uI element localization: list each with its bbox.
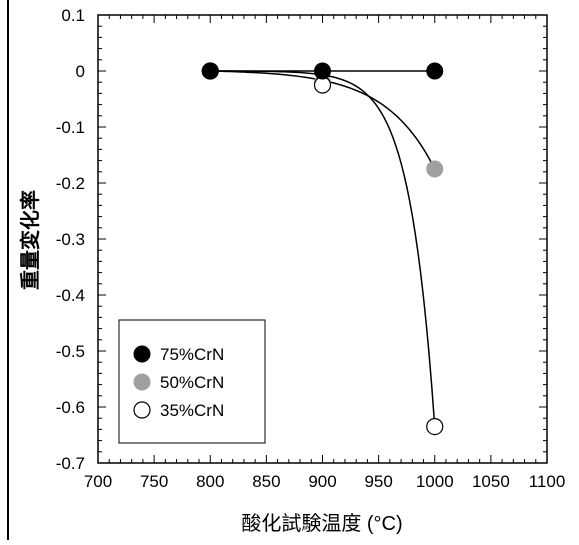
data-point-50%CrN (426, 160, 444, 178)
left-border-line (7, 0, 9, 540)
x-tick-label: 750 (140, 472, 168, 491)
y-tick-label: -0.5 (56, 342, 85, 361)
y-tick-label: -0.4 (56, 286, 85, 305)
data-point-75%CrN (426, 62, 444, 80)
legend-label: 35%CrN (160, 401, 224, 420)
x-tick-label: 850 (252, 472, 280, 491)
y-tick-label: 0 (76, 62, 85, 81)
x-tick-label: 900 (308, 472, 336, 491)
legend-marker (133, 401, 151, 419)
data-markers (201, 62, 444, 436)
x-tick-label: 700 (84, 472, 112, 491)
y-tick-label: -0.2 (56, 174, 85, 193)
data-point-75%CrN (201, 62, 219, 80)
x-axis-label: 酸化試験温度 (°C) (241, 512, 402, 535)
data-point-75%CrN (314, 62, 331, 80)
legend-label: 75%CrN (160, 345, 224, 364)
y-axis-tick-labels: 0.1 0 -0.1 -0.2 -0.3 -0.4 -0.5 -0.6 -0.7 (56, 6, 85, 473)
data-point-35%CrN (426, 418, 444, 436)
x-tick-label: 950 (364, 472, 392, 491)
legend-marker (133, 373, 151, 391)
y-tick-label: -0.1 (56, 118, 85, 137)
y-tick-label: -0.7 (56, 454, 85, 473)
legend-marker (133, 345, 151, 363)
y-axis-ticks (98, 14, 547, 464)
y-tick-label: -0.6 (56, 398, 85, 417)
x-tick-label: 1100 (529, 472, 566, 491)
legend-label: 50%CrN (160, 373, 224, 392)
x-axis-ticks (97, 15, 548, 463)
legend: 75%CrN 50%CrN 35%CrN (118, 319, 266, 444)
y-axis-label: 重量変化率 (18, 190, 42, 290)
x-axis-tick-labels: 700 750 800 850 900 950 1000 1050 1100 (84, 472, 565, 491)
x-tick-label: 1000 (416, 472, 454, 491)
x-tick-label: 1050 (472, 472, 510, 491)
y-tick-label: 0.1 (61, 6, 85, 25)
y-tick-label: -0.3 (56, 230, 85, 249)
x-tick-label: 800 (196, 472, 224, 491)
